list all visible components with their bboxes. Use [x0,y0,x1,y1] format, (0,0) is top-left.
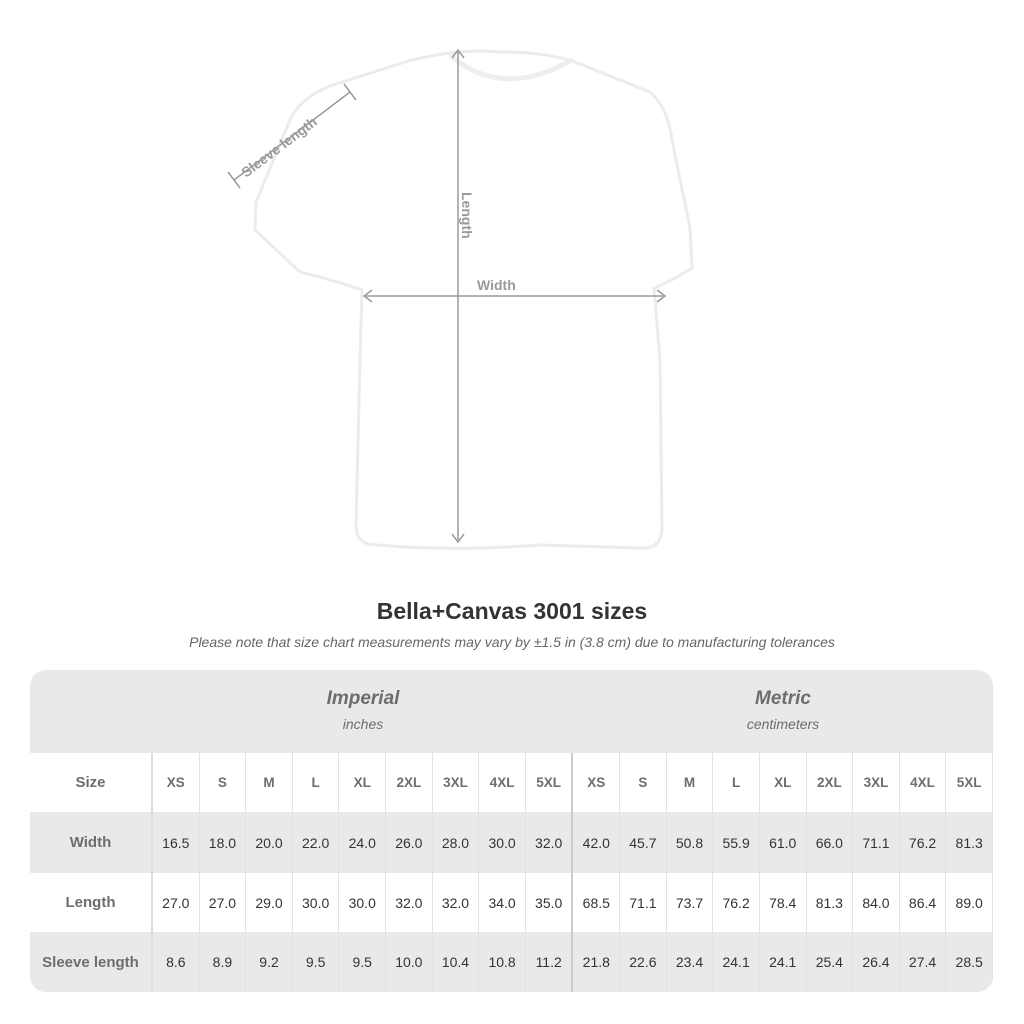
table-cell: 24.1 [760,932,807,992]
table-cell: 76.2 [900,812,947,873]
table-row: Sleeve length 8.6 8.9 9.2 9.5 9.5 10.0 10.4 10.8… [30,932,993,992]
table-cell: 55.9 [713,812,760,873]
size-table: Imperial inches Metric centimeters Size X… [30,670,993,992]
size-header-cell: M [246,753,293,812]
size-header-row: Size XS S M L XL 2XL 3XL 4XL 5XL XS S M L XL 2XL 3XL 4XL 5… [30,753,993,812]
table-cell: 61.0 [760,812,807,873]
size-header-cell: 2XL [386,753,433,812]
table-cell: 28.5 [946,932,993,992]
table-cell: 10.0 [386,932,433,992]
table-cell: 22.0 [293,812,340,873]
size-header-cell: XL [760,753,807,812]
table-cell: 32.0 [386,873,433,932]
table-cell: 81.3 [807,873,854,932]
page-title: Bella+Canvas 3001 sizes [376,598,648,624]
table-cell: 9.2 [246,932,293,992]
table-cell: 32.0 [433,873,480,932]
table-cell: 45.7 [620,812,667,873]
table-cell: 10.4 [433,932,480,992]
sleeve-measure-line [233,91,351,181]
imperial-header: Imperial inches [153,670,573,753]
table-cell: 23.4 [667,932,714,992]
table-cell: 10.8 [479,932,526,992]
size-header-cell: 5XL [526,753,574,812]
size-header-cell: XS [573,753,621,812]
size-header-cell: 3XL [853,753,900,812]
table-cell: 9.5 [339,932,387,992]
table-cell: 32.0 [526,812,574,873]
row-label: Length [30,873,153,932]
size-header-cell: 4XL [479,753,526,812]
table-cell: 24.1 [713,932,760,992]
table-cell: 18.0 [200,812,247,873]
metric-header: Metric centimeters [573,670,993,753]
table-cell: 20.0 [246,812,293,873]
size-header-cell: 3XL [433,753,480,812]
table-cell: 71.1 [853,812,900,873]
table-cell: 78.4 [760,873,807,932]
table-cell: 26.4 [853,932,900,992]
table-cell: 81.3 [946,812,993,873]
table-cell: 86.4 [900,873,947,932]
row-label: Size [30,753,153,812]
table-cell: 89.0 [946,873,993,932]
size-header-cell: S [620,753,667,812]
table-cell: 34.0 [479,873,526,932]
table-cell: 29.0 [246,873,293,932]
row-label: Width [30,812,153,873]
table-cell: 71.1 [620,873,667,932]
table-cell: 30.0 [339,873,387,932]
size-header-cell: 4XL [900,753,947,812]
size-header-cell: XL [339,753,387,812]
table-cell: 21.8 [573,932,621,992]
imperial-unit: inches [342,716,384,732]
table-cell: 42.0 [573,812,621,873]
metric-title: Metric [755,688,811,709]
table-cell: 84.0 [853,873,900,932]
table-cell: 66.0 [807,812,854,873]
table-cell: 25.4 [807,932,854,992]
size-header-cell: 5XL [946,753,993,812]
table-cell: 30.0 [293,873,340,932]
length-label: Length [459,192,475,239]
table-cell: 8.6 [153,932,200,992]
table-cell: 27.4 [900,932,947,992]
table-cell: 16.5 [153,812,200,873]
table-cell: 11.2 [526,932,574,992]
table-cell: 68.5 [573,873,621,932]
imperial-title: Imperial [326,688,400,709]
size-header-cell: M [667,753,714,812]
collar [448,53,574,82]
size-header-cell: S [200,753,247,812]
metric-unit: centimeters [746,716,820,732]
tshirt-diagram: Sleeve length Length Width [227,48,694,550]
table-cell: 9.5 [293,932,340,992]
table-cell: 22.6 [620,932,667,992]
width-label: Width [477,277,516,293]
table-cell: 27.0 [200,873,247,932]
size-header-cell: L [713,753,760,812]
table-row: Width 16.5 18.0 20.0 22.0 24.0 26.0 28.0 30.0 32.… [30,812,993,873]
table-cell: 26.0 [386,812,433,873]
size-header-cell: 2XL [807,753,854,812]
table-row: Length 27.0 27.0 29.0 30.0 30.0 32.0 32.0 34.0 35… [30,873,993,932]
tolerance-note: Please note that size chart measurements… [189,634,835,650]
table-cell: 76.2 [713,873,760,932]
size-header-cell: L [293,753,340,812]
table-cell: 73.7 [667,873,714,932]
table-cell: 28.0 [433,812,480,873]
table-cell: 27.0 [153,873,200,932]
size-header-cell: XS [153,753,200,812]
table-cell: 30.0 [479,812,526,873]
table-cell: 24.0 [339,812,387,873]
tshirt-shape [253,49,694,550]
table-cell: 35.0 [526,873,574,932]
row-label: Sleeve length [30,932,153,992]
table-cell: 50.8 [667,812,714,873]
table-cell: 8.9 [200,932,247,992]
